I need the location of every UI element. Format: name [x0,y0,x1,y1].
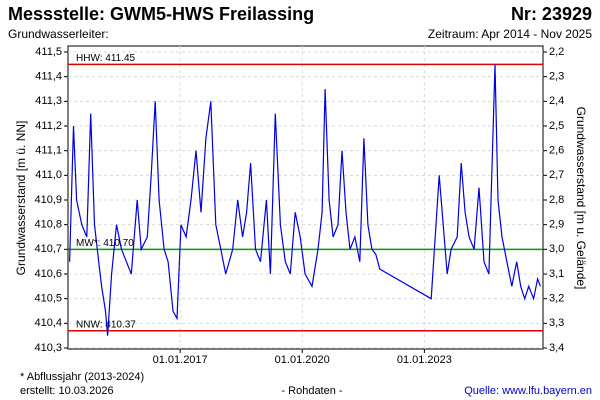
y-tick-label: 410,4 [34,317,62,329]
station-number: Nr: 23929 [511,4,592,24]
y-axis-label: Grundwasserstand [m ü. NN] [14,121,28,276]
y2-tick-label: 2,6 [549,145,564,157]
y-tick-label: 411,3 [35,95,62,107]
subtitle-right: Zeitraum: Apr 2014 - Nov 2025 [428,27,592,41]
y-tick-label: 410,7 [34,243,62,255]
y2-tick-label: 3,0 [549,243,564,255]
y-tick-label: 410,6 [34,268,62,280]
y2-tick-label: 2,3 [549,71,564,83]
y-tick-label: 411,2 [35,120,62,132]
y-tick-label: 410,5 [34,293,62,305]
y-tick-label: 410,3 [34,342,62,354]
y-tick-label: 411,0 [35,169,62,181]
x-tick-label: 01.01.2017 [153,354,208,366]
y2-tick-label: 3,4 [549,342,564,354]
created-date: erstellt: 10.03.2026 [20,385,114,397]
source: Quelle: www.lfu.bayern.en [464,385,592,397]
y2-tick-label: 3,1 [549,268,564,280]
y2-tick-label: 3,3 [549,317,564,329]
footnote: * Abflussjahr (2013-2024) [20,371,144,383]
plot-frame [67,45,544,350]
y-tick-label: 411,5 [35,46,62,58]
y-tick-label: 410,9 [34,194,62,206]
series-line [69,64,541,336]
y2-axis-label: Grundwasserstand [m u. Gelände] [574,107,588,290]
x-tick-label: 01.01.2023 [397,354,452,366]
y2-tick-label: 3,2 [549,293,564,305]
y2-tick-label: 2,9 [549,219,564,231]
reference-label: MW*: 410.70 [76,238,134,249]
y-tick-label: 411,1 [35,145,62,157]
x-tick-label: 01.01.2020 [275,354,330,366]
data-kind: - Rohdaten - [281,385,342,397]
y2-tick-label: 2,5 [549,120,564,132]
y2-tick-label: 2,2 [549,46,564,58]
y2-tick-label: 2,8 [549,194,564,206]
y2-tick-label: 2,7 [549,169,564,181]
y-tick-label: 410,8 [34,219,62,231]
reference-label: NNW: 410.37 [76,319,136,330]
chart-title: Messstelle: GWM5-HWS Freilassing [8,4,314,24]
subtitle-left: Grundwasserleiter: [8,27,109,41]
y2-tick-label: 2,4 [549,95,564,107]
reference-label: HHW: 411.45 [76,53,136,64]
y-tick-label: 411,4 [35,71,62,83]
